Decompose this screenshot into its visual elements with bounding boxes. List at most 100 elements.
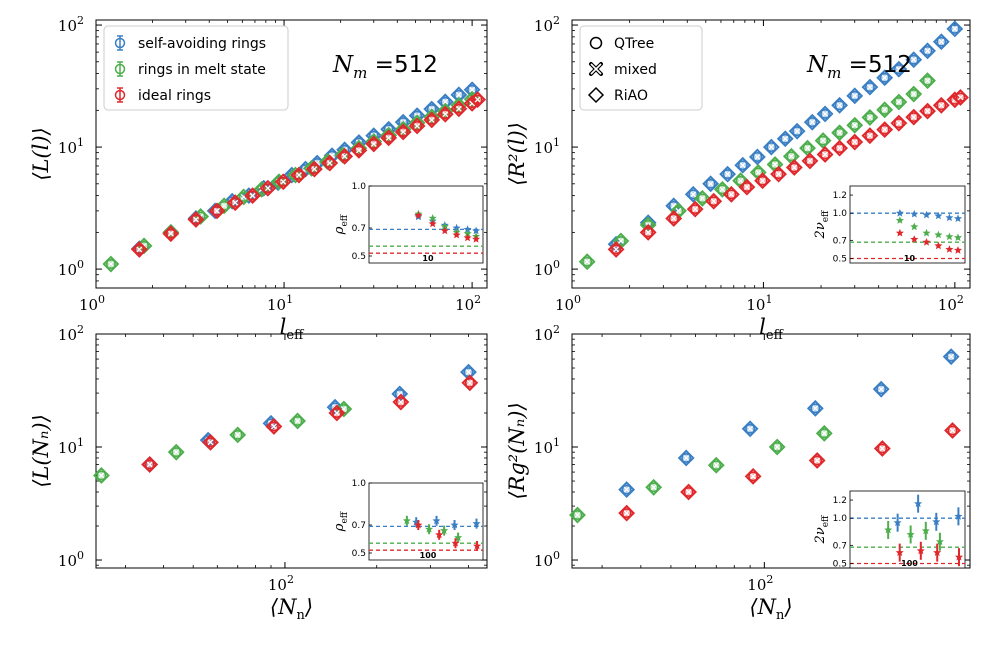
legend-marker-diamond: [587, 86, 605, 104]
inset-point: [884, 525, 893, 534]
data-point-cross: [613, 246, 620, 253]
inset-point: [895, 216, 904, 224]
series-1: [578, 72, 936, 271]
data-point-cross: [851, 92, 858, 99]
data-point-cross: [768, 144, 775, 151]
data-point-cross: [791, 164, 798, 171]
inset-point: [945, 245, 954, 253]
inset-point: [895, 548, 904, 556]
inset-point: [933, 548, 942, 556]
data-point: [919, 42, 936, 60]
inset-point: [452, 223, 461, 232]
data-point: [890, 93, 908, 111]
data-point-cross: [192, 216, 199, 223]
inset-point: [955, 552, 963, 561]
data-point-cross: [474, 96, 481, 103]
y-tick-label: 102: [58, 14, 84, 35]
data-point-cross: [234, 431, 241, 438]
data-point-cross: [782, 135, 789, 142]
legend-label: RiAO: [614, 88, 648, 104]
data-point: [463, 90, 481, 108]
data-point-cross: [910, 91, 917, 98]
data-point-cross: [214, 207, 220, 214]
x-axis-label: ⟨Nn⟩: [270, 595, 313, 623]
y-tick-label: 101: [58, 436, 84, 457]
data-point: [645, 478, 663, 496]
inset-point: [435, 530, 444, 539]
chart-tr: 100 101 102 100 101 102 leff ⟨R²(l)⟩ Nm =512 QTre…: [505, 14, 971, 343]
data-point-cross: [851, 139, 858, 145]
data-point-cross: [821, 430, 828, 437]
inset-x-tick-label: 100: [901, 559, 918, 568]
data-point: [187, 211, 205, 228]
data-point-cross: [280, 178, 287, 185]
data-point: [801, 152, 819, 170]
legend: self-avoiding rings rings in melt state id…: [103, 25, 289, 111]
data-point: [702, 175, 720, 193]
data-point-cross: [469, 86, 476, 93]
data-point: [861, 109, 879, 126]
inset-y-tick-label: 0.5: [352, 549, 366, 559]
data-point-cross: [728, 191, 735, 198]
data-point-cross: [774, 444, 781, 450]
data-point: [876, 121, 894, 139]
data-point: [944, 422, 961, 439]
y-tick-label: 101: [534, 136, 560, 157]
data-point: [946, 91, 964, 109]
inset-point: [428, 214, 437, 222]
series-1: [92, 400, 353, 484]
data-point-cross: [851, 122, 858, 129]
data-point: [167, 443, 185, 461]
data-point-cross: [414, 122, 421, 129]
data-point: [274, 173, 292, 191]
data-point-cross: [355, 147, 362, 154]
inset-point: [954, 233, 962, 241]
data-point: [744, 467, 762, 485]
inset-point: [473, 541, 482, 550]
inset-y-tick-label: 1.2: [833, 191, 847, 201]
data-point: [905, 51, 923, 69]
data-point: [259, 179, 277, 197]
data-point-cross: [685, 489, 692, 495]
data-point-cross: [719, 186, 726, 193]
data-point-cross: [806, 157, 813, 164]
data-point-cross: [949, 427, 956, 434]
data-point: [876, 101, 894, 119]
inset-point: [895, 209, 904, 217]
inset-point: [893, 518, 902, 527]
data-point-cross: [820, 137, 827, 144]
data-point-cross: [957, 94, 964, 101]
data-point-cross: [812, 405, 819, 412]
series-2: [618, 422, 961, 522]
data-point: [321, 154, 339, 172]
legend-frame: [579, 25, 703, 111]
data-point: [815, 424, 833, 442]
data-point-cross: [465, 369, 472, 376]
data-point: [92, 467, 110, 484]
data-point: [229, 426, 247, 444]
inset-point: [945, 232, 954, 241]
data-point: [392, 393, 410, 411]
legend-marker: [114, 37, 126, 49]
data-point-cross: [400, 129, 407, 135]
x-axis-label: ⟨Nn⟩: [749, 595, 792, 623]
legend-label: ideal rings: [138, 88, 211, 104]
data-point: [578, 253, 596, 271]
data-point: [722, 185, 740, 203]
data-point: [816, 105, 834, 123]
legend-label: QTree: [614, 36, 654, 52]
data-point: [734, 156, 752, 174]
data-point-cross: [924, 47, 931, 54]
data-point: [618, 504, 636, 522]
data-point-cross: [650, 484, 657, 491]
y-axis-label: ⟨Rg²(Nₙ)⟩: [505, 402, 529, 499]
data-point: [919, 102, 936, 120]
legend-marker: [114, 89, 126, 101]
data-point: [932, 96, 950, 114]
data-point-cross: [724, 171, 731, 178]
inset-y-tick-label: 1.0: [352, 182, 367, 192]
data-point-cross: [713, 462, 720, 469]
data-point: [270, 173, 288, 191]
inset: 0.5 0.7 1.0 1.2 10 2νeff: [813, 185, 966, 264]
